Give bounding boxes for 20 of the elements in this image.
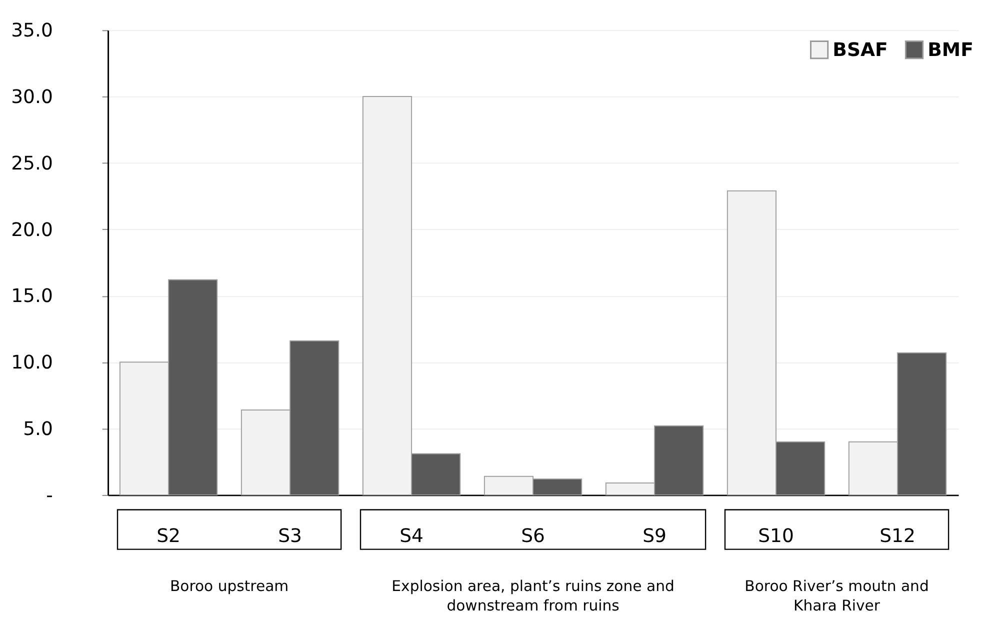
y-tick-label: 35.0 xyxy=(11,20,53,42)
y-tick-label: 15.0 xyxy=(11,286,53,308)
x-tick-label: S12 xyxy=(880,526,916,547)
x-tick-label: S10 xyxy=(758,526,794,547)
y-tick-label: 25.0 xyxy=(11,153,53,174)
x-tick-label: S4 xyxy=(400,526,424,547)
x-tick-label: S9 xyxy=(642,526,666,547)
y-tick-label: 30.0 xyxy=(11,86,53,108)
y-tick-label: 20.0 xyxy=(11,220,53,241)
text: Boroo River’s moutn and Khara River xyxy=(744,578,929,615)
x-tick-label: S3 xyxy=(278,526,302,547)
y-tick-label: - xyxy=(46,485,53,506)
legend-label: BMF xyxy=(928,40,974,61)
x-tick-label: S2 xyxy=(156,526,180,547)
text: Boroo upstream xyxy=(170,578,289,595)
legend-label: BSAF xyxy=(832,40,888,61)
x-tick-label: S6 xyxy=(521,526,545,547)
y-tick-label: 10.0 xyxy=(11,352,53,374)
y-tick-label: 5.0 xyxy=(23,418,53,440)
text: Explosion area, plant’s ruins zone and downstream from ruins xyxy=(392,578,674,615)
